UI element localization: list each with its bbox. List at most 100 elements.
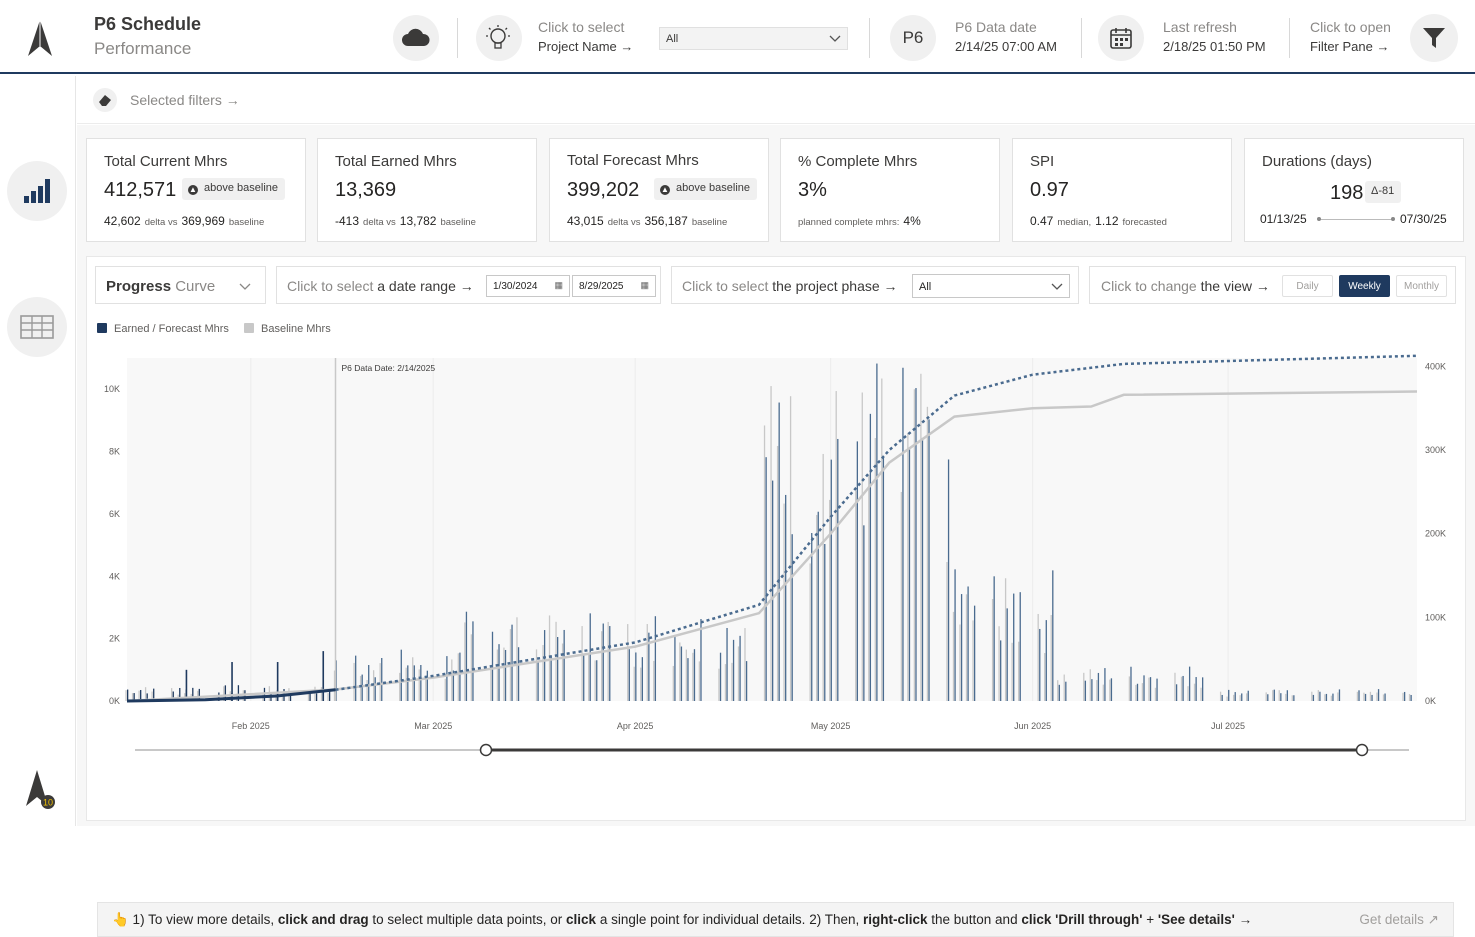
selected-filters-bar: Selected filters → — [77, 76, 1475, 124]
filter-icon[interactable] — [1410, 14, 1458, 62]
app-logo-icon — [22, 18, 58, 58]
baseline-bar — [379, 663, 380, 701]
baseline-bar — [1155, 688, 1156, 701]
kpi-title: Total Forecast Mhrs — [567, 152, 699, 169]
forecast-bar — [1156, 679, 1157, 701]
baseline-bar — [1142, 683, 1143, 701]
kpi-title: SPI — [1030, 153, 1054, 170]
selected-filters-label[interactable]: Selected filters → — [130, 92, 240, 108]
forecast-bar — [1182, 676, 1183, 701]
x-tick-label: Feb 2025 — [232, 721, 270, 731]
progress-curve-chart[interactable]: Feb 2025 Mar 2025 Apr 2025 May 2025 Jun 2025… — [87, 257, 1467, 822]
forecast-bar — [635, 652, 636, 701]
forecast-bar — [1280, 693, 1281, 701]
forecast-bar — [505, 650, 506, 701]
baseline-bar — [783, 504, 784, 701]
baseline-bar — [862, 393, 863, 701]
baseline-bar — [1018, 642, 1019, 701]
forecast-bar — [1222, 695, 1223, 701]
forecast-bar — [974, 606, 975, 701]
kpi-card-percent-complete: % Complete Mhrs 3% planned complete mhrs… — [780, 138, 1000, 242]
project-name-dropdown[interactable]: All — [659, 27, 848, 50]
baseline-bar — [868, 475, 869, 701]
data-date-label: P6 Data date — [955, 19, 1037, 35]
forecast-bar — [375, 677, 376, 701]
baseline-bar — [738, 646, 739, 701]
forecast-bar — [1189, 667, 1190, 701]
earned-bar — [186, 670, 188, 701]
range-slider-start-handle[interactable] — [481, 745, 492, 756]
baseline-bar — [451, 659, 452, 701]
forecast-bar — [1065, 682, 1066, 701]
filter-pane-sublabel[interactable]: Filter Pane → — [1310, 39, 1389, 54]
calendar-icon — [1098, 15, 1144, 61]
forecast-bar — [1039, 629, 1040, 701]
forecast-bar — [1195, 677, 1196, 701]
x-tick-label: Jul 2025 — [1211, 721, 1245, 731]
forecast-bar — [603, 624, 604, 701]
baseline-bar — [790, 396, 791, 701]
forecast-bar — [876, 364, 877, 701]
forecast-bar — [1046, 620, 1047, 701]
baseline-bar — [998, 626, 999, 701]
cloud-icon[interactable] — [393, 15, 439, 61]
forecast-bar — [909, 448, 910, 701]
forecast-bar — [1241, 693, 1242, 701]
baseline-bar — [1181, 677, 1182, 701]
baseline-bar — [1383, 694, 1384, 701]
baseline-bar — [1064, 675, 1065, 701]
baseline-bar — [1135, 685, 1136, 701]
forecast-bar — [472, 621, 473, 701]
baseline-bar — [445, 679, 446, 701]
baseline-bar — [1266, 692, 1267, 701]
y-right-tick-label: 0K — [1425, 696, 1436, 706]
forecast-bar — [1410, 695, 1411, 701]
filter-pane-label[interactable]: Click to open — [1310, 19, 1391, 35]
forecast-bar — [902, 368, 903, 701]
baseline-bar — [562, 643, 563, 701]
sidebar: 10 — [0, 76, 76, 826]
baseline-bar — [914, 389, 915, 701]
forecast-bar — [746, 661, 747, 701]
nav-chart-button[interactable] — [7, 161, 67, 221]
forecast-bar — [1235, 692, 1236, 701]
lightbulb-icon[interactable] — [476, 15, 522, 61]
baseline-bar — [1246, 693, 1247, 701]
kpi-subline: planned complete mhrs: 4% — [798, 214, 921, 228]
x-tick-label: Jun 2025 — [1014, 721, 1051, 731]
baseline-bar — [1402, 693, 1403, 701]
last-refresh-label: Last refresh — [1163, 19, 1237, 35]
forecast-bar — [863, 525, 864, 701]
y-left-tick-label: 6K — [109, 509, 120, 519]
last-refresh-value: 2/18/25 01:50 PM — [1163, 39, 1266, 54]
y-left-tick-label: 2K — [109, 634, 120, 644]
baseline-bar — [647, 624, 648, 701]
baseline-bar — [927, 407, 928, 701]
baseline-bar — [353, 663, 354, 701]
nav-table-button[interactable] — [7, 297, 67, 357]
forecast-bar — [466, 612, 467, 701]
baseline-bar — [966, 594, 967, 701]
baseline-bar — [777, 446, 778, 701]
project-select-sublabel: Project Name → — [538, 39, 633, 54]
duration-start: 01/13/25 — [1260, 212, 1307, 226]
forecast-bar — [550, 657, 551, 701]
forecast-bar — [1404, 692, 1405, 701]
forecast-bar — [824, 544, 825, 701]
divider — [457, 18, 458, 58]
baseline-bar — [1409, 694, 1410, 701]
baseline-bar — [1285, 694, 1286, 701]
kpi-subline: 43,015 delta vs 356,187 baseline — [567, 214, 731, 228]
baseline-bar — [1331, 696, 1332, 701]
baseline-bar — [1318, 690, 1319, 701]
eraser-icon[interactable] — [93, 88, 117, 112]
forecast-bar — [1130, 667, 1131, 701]
baseline-bar — [555, 622, 556, 701]
baseline-bar — [692, 653, 693, 701]
baseline-bar — [497, 649, 498, 701]
get-details-button[interactable]: Get details ↗ — [1359, 912, 1439, 928]
forecast-bar — [127, 690, 128, 701]
baseline-bar — [699, 661, 700, 701]
range-slider-end-handle[interactable] — [1357, 745, 1368, 756]
forecast-bar — [857, 441, 858, 701]
